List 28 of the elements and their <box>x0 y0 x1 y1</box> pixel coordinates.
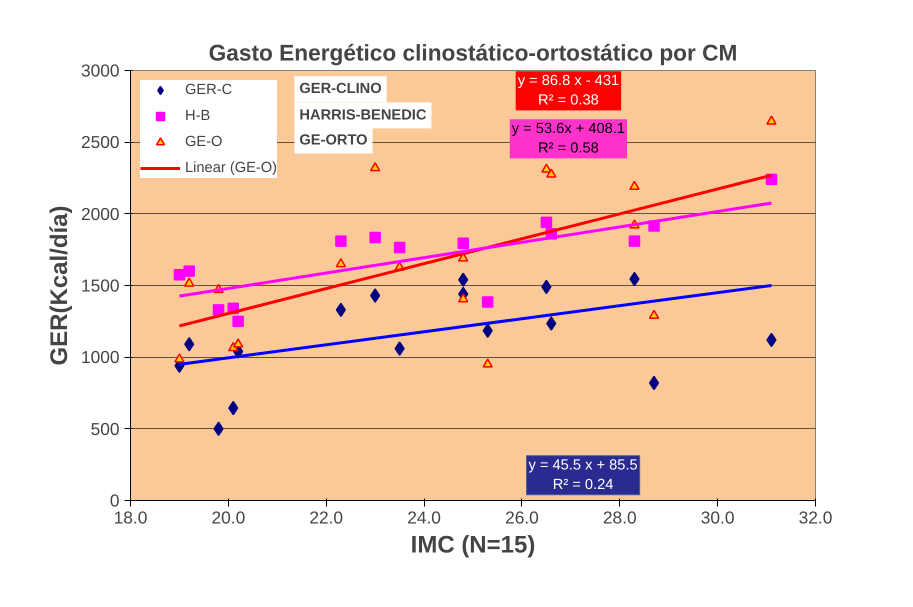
annotation: HARRIS-BENEDIC <box>299 107 427 124</box>
y-tick-label: 2500 <box>80 132 120 152</box>
legend-label: Linear (GE-O) <box>185 160 278 176</box>
legend-label: GE-O <box>185 134 222 150</box>
legend-label: GER-C <box>185 82 232 98</box>
x-tick-label: 30.0 <box>700 508 735 528</box>
y-tick-label: 0 <box>110 490 120 510</box>
x-axis-title: IMC (N=15) <box>410 532 536 558</box>
annotation: GE-ORTO <box>299 132 368 148</box>
annotation: y = 53.6x + 408.1 R² = 0.58 <box>512 121 626 156</box>
x-tick-label: 32.0 <box>798 508 832 528</box>
y-axis-title: GER(Kcal/día) <box>46 205 73 366</box>
annotation: GER-CLINO <box>299 81 382 98</box>
x-tick-label: 20.0 <box>211 508 246 528</box>
x-tick-label: 24.0 <box>407 508 441 528</box>
y-tick-label: 500 <box>90 418 120 439</box>
annotation: y = 45.5 x + 85.5 R² = 0.24 <box>528 458 638 493</box>
y-tick-label: 1000 <box>80 347 120 368</box>
chart-title: Gasto Energético clinostático-ortostático por CM <box>208 40 738 66</box>
y-tick-label: 3000 <box>80 60 120 80</box>
x-tick-label: 28.0 <box>602 508 637 528</box>
annotation: y = 86.8 x - 431 R² = 0.38 <box>518 73 620 108</box>
legend-label: H-B <box>185 108 210 124</box>
y-tick-label: 2000 <box>80 204 120 224</box>
y-tick-label: 1500 <box>80 276 120 296</box>
x-tick-label: 22.0 <box>309 508 344 528</box>
x-tick-label: 26.0 <box>505 508 539 528</box>
x-tick-label: 18.0 <box>114 508 148 528</box>
